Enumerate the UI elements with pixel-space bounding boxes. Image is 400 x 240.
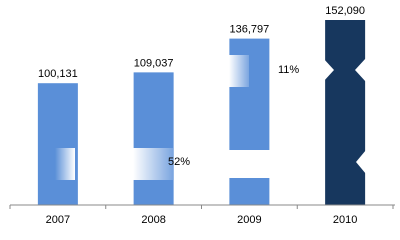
value-label: 109,037 xyxy=(134,57,174,69)
break-shade xyxy=(133,148,173,180)
value-label: 100,131 xyxy=(38,68,78,80)
value-label: 152,090 xyxy=(325,5,365,17)
bar xyxy=(325,20,366,205)
break-notch xyxy=(356,150,366,174)
break-notch xyxy=(323,58,334,82)
value-label: 136,797 xyxy=(229,24,269,36)
x-tick-label: 2009 xyxy=(237,214,261,226)
bar xyxy=(37,83,78,205)
x-tick-label: 2008 xyxy=(141,214,165,226)
annotation: 52% xyxy=(168,156,190,168)
break-shade xyxy=(229,55,249,87)
annotation: 11% xyxy=(278,64,299,76)
bars xyxy=(37,20,366,206)
x-tick-label: 2007 xyxy=(46,214,70,226)
x-tick-label: 2010 xyxy=(333,214,357,226)
break-notch xyxy=(355,58,366,82)
axis-breaks xyxy=(55,55,366,180)
break-gap xyxy=(229,150,271,178)
break-shade xyxy=(55,148,75,180)
chart: 100,131 2007 109,037 2008 136,797 2009 152,090… xyxy=(9,5,395,226)
bar xyxy=(133,72,174,206)
